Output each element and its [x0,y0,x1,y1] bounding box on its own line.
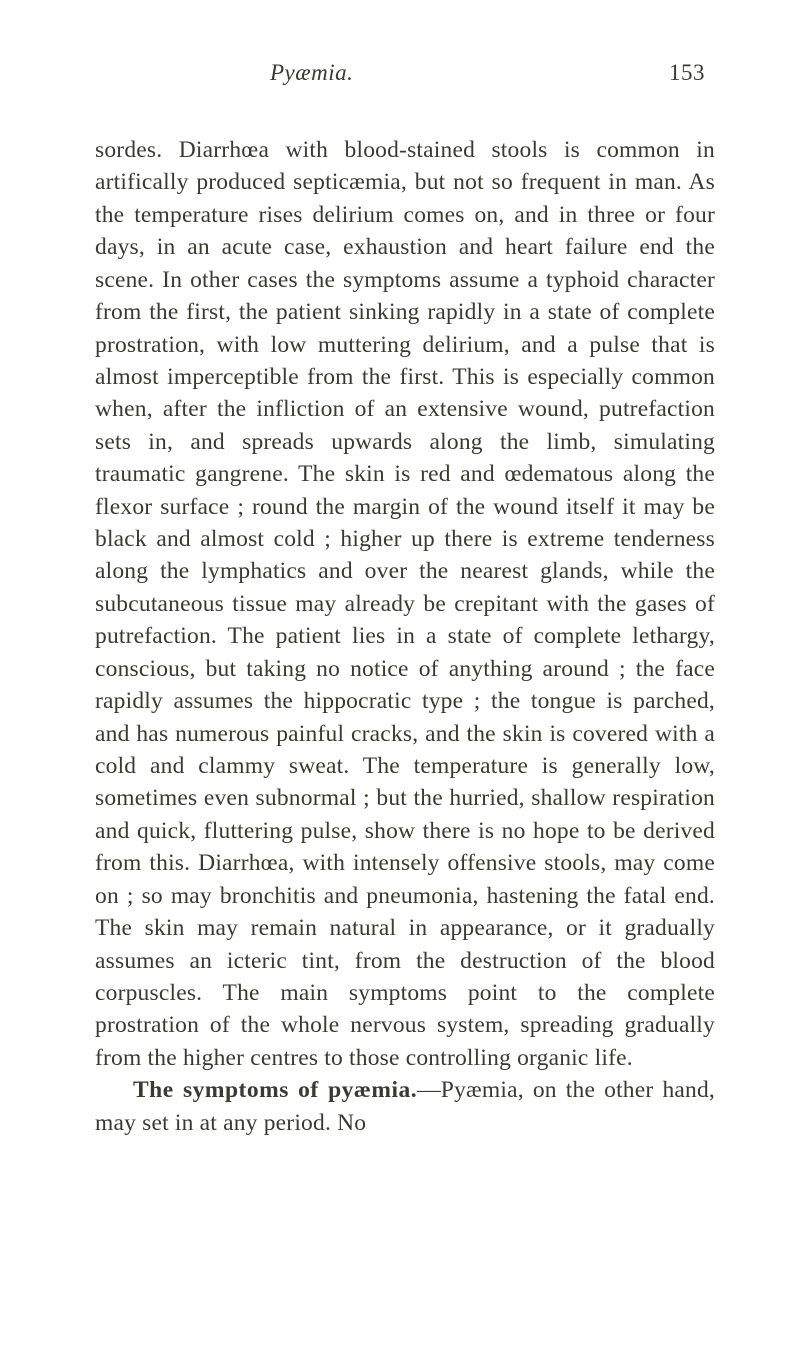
paragraph-2: The symptoms of pyæmia.—Pyæmia, on the o… [95,1074,715,1139]
page-header: Pyæmia. 153 [95,60,715,86]
running-title: Pyæmia. [270,60,353,86]
section-heading: The symptoms of pyæmia. [133,1077,417,1103]
page-number: 153 [669,60,705,86]
page-body: sordes. Diarrhœa with blood-stained stoo… [95,134,715,1139]
paragraph-1: sordes. Diarrhœa with blood-stained stoo… [95,134,715,1074]
